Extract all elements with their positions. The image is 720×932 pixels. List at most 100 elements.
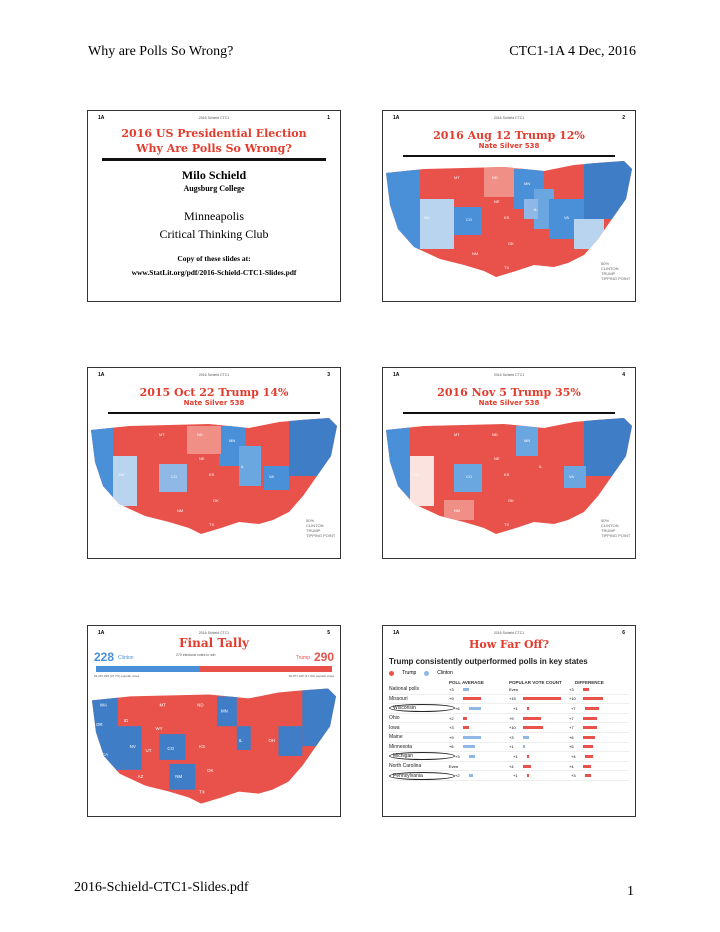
poll-value: +6 (455, 705, 460, 711)
poll-comparison-table: POLL AVERAGE POPULAR VOTE COUNT DIFFEREN… (389, 680, 629, 781)
col-popular-vote: POPULAR VOTE COUNT (509, 680, 562, 685)
needed-to-win: 270 electoral votes to win (176, 653, 216, 657)
svg-text:CO: CO (167, 746, 174, 751)
slide-number: 6 (622, 630, 625, 636)
state-name: Missouri (389, 695, 408, 702)
svg-text:OK: OK (213, 498, 219, 503)
svg-text:KS: KS (199, 744, 205, 749)
svg-text:OH: OH (269, 738, 276, 743)
trump-label: Trump (295, 655, 310, 661)
vote-value: +1 (509, 744, 514, 750)
state-name: Maine (389, 734, 403, 741)
svg-text:NM: NM (177, 508, 183, 513)
vote-cell: +1 (509, 744, 569, 749)
slide-subtitle: Nate Silver 538 (183, 399, 245, 407)
diff-cell: +3 (571, 773, 629, 778)
vote-bar (523, 735, 529, 739)
state-name: Iowa (389, 724, 400, 731)
slide-credit: 2016 Schield CTC1 (198, 116, 230, 120)
slides-url[interactable]: www.StatLit.org/pdf/2016-Schield-CTC1-Sl… (131, 268, 297, 277)
diff-value: +7 (569, 725, 574, 731)
state-name: Pennsylvania (389, 771, 455, 780)
slide-credit: 2016 Schield CTC1 (198, 373, 230, 377)
poll-cell: +6 (449, 744, 509, 749)
svg-text:NM: NM (175, 774, 182, 779)
slide-code: 1A (393, 372, 400, 378)
slide-code: 1A (98, 630, 105, 636)
slide-title: How Far Off? (468, 638, 550, 651)
diff-bar (583, 687, 589, 691)
table-row: North Carolina Even +4 +4 (389, 762, 629, 772)
poll-value: +3 (455, 753, 460, 759)
svg-text:VA: VA (269, 474, 274, 479)
slide-code: 1A (393, 115, 400, 121)
slide-number: 1 (327, 115, 330, 121)
table-row: Ohio +2 +9 +7 (389, 714, 629, 724)
vote-bar (527, 706, 529, 710)
vote-cell: +19 (509, 696, 569, 701)
poll-cell: +3 (449, 725, 509, 730)
vote-value: +4 (509, 763, 514, 769)
diff-bar (583, 745, 593, 749)
trump-electoral-votes: 290 (313, 650, 334, 664)
vote-value: +1 (513, 773, 518, 779)
vote-value: +10 (509, 725, 516, 731)
svg-text:NV: NV (424, 215, 430, 220)
table-row: Minnesota +6 +1 +5 (389, 743, 629, 753)
slide-code: 1A (393, 630, 400, 636)
vote-cell: +1 (513, 706, 571, 711)
poll-value: +3 (449, 725, 454, 731)
diff-value: +4 (569, 763, 574, 769)
title-rule (403, 412, 615, 414)
svg-text:KS: KS (209, 472, 215, 477)
svg-text:VA: VA (569, 474, 574, 479)
poll-bar (463, 745, 475, 749)
diff-bar (583, 735, 595, 739)
club-name: Critical Thinking Club (159, 227, 269, 241)
svg-text:KS: KS (504, 472, 510, 477)
diff-value: +4 (571, 753, 576, 759)
diff-bar (585, 706, 599, 710)
diff-value: +7 (571, 705, 576, 711)
vote-bar (523, 764, 531, 768)
slide-credit: 2016 Schield CTC1 (493, 116, 525, 120)
state-name: Minnesota (389, 743, 413, 750)
poll-bar (469, 706, 481, 710)
table-row: Pennsylvania +2 +1 +3 (389, 771, 629, 781)
svg-text:VA: VA (564, 215, 569, 220)
trump-legend-dot (389, 670, 394, 676)
vote-value: Even (509, 686, 519, 692)
legend-trump: TRUMP (306, 528, 321, 533)
poll-cell: +3 (449, 687, 509, 692)
legend-clinton: CLINTON (306, 523, 324, 528)
diff-cell: +7 (569, 725, 629, 730)
poll-bar (463, 726, 469, 730)
us-forecast-map: MT ND MN NE NV CO KS IL VA NM OK TX (386, 418, 632, 534)
slide-1: 1A 2016 Schield CTC1 1 2016 US President… (87, 110, 341, 302)
svg-text:MT: MT (454, 432, 460, 437)
vote-cell: +4 (509, 764, 569, 769)
svg-text:NE: NE (199, 456, 205, 461)
poll-cell: +2 (455, 773, 513, 778)
title-rule (403, 155, 615, 157)
vote-cell: +3 (509, 735, 569, 740)
legend-tipping-point: TIPPING POINT (601, 276, 631, 281)
clinton-label: Clinton (118, 655, 134, 661)
svg-text:CA: CA (102, 752, 108, 757)
col-difference: DIFFERENCE (575, 680, 604, 685)
poll-bar (463, 697, 481, 701)
svg-text:NM: NM (472, 251, 478, 256)
electoral-vote-bar (96, 666, 332, 672)
slide-subtitle: Nate Silver 538 (478, 399, 540, 407)
vote-cell: +1 (513, 754, 571, 759)
legend-tipping-point: TIPPING POINT (601, 533, 631, 538)
svg-text:OR: OR (96, 722, 103, 727)
vote-value: +9 (509, 715, 514, 721)
svg-text:WA: WA (100, 702, 107, 707)
city: Minneapolis (184, 209, 244, 223)
clinton-popular-vote: 62,467,295 (47.7%) popular votes (94, 674, 140, 678)
svg-text:OK: OK (508, 241, 514, 246)
diff-cell: +4 (569, 764, 629, 769)
slide-title: Final Tally (179, 636, 249, 650)
legend-tipping-point: TIPPING POINT (306, 533, 336, 538)
